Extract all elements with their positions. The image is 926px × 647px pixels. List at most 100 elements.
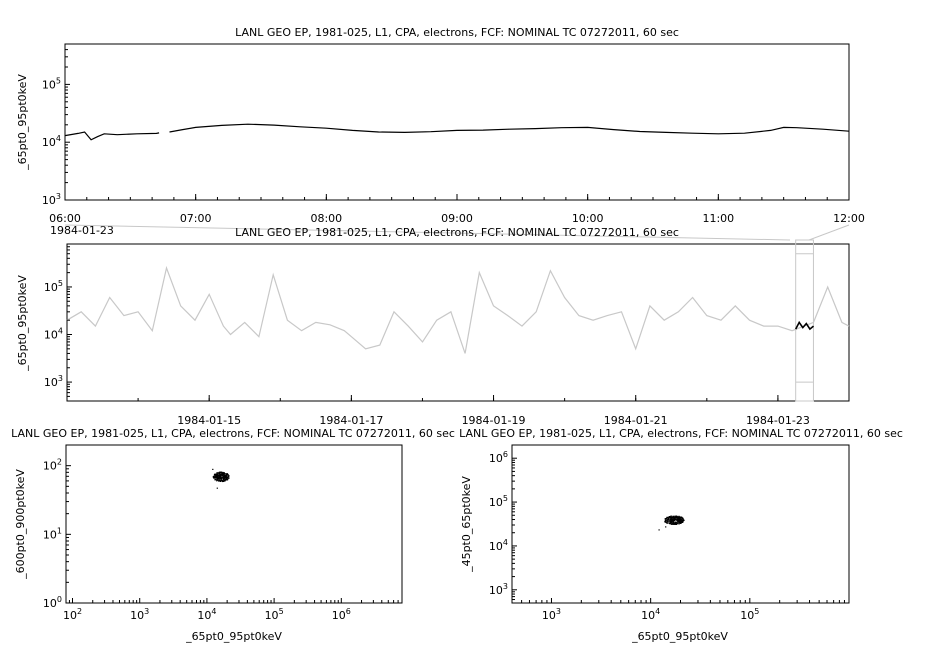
bottom-right-point — [675, 515, 677, 517]
bottom-left-ytick-label-base: 10 — [43, 597, 57, 610]
zoom-connector-right — [808, 224, 850, 241]
middle-series-line — [66, 265, 850, 354]
middle-xtick-label: 1984-01-17 — [319, 414, 383, 427]
bottom-left-ylabel: _600pt0_900pt0keV — [14, 469, 27, 580]
bottom-left-point — [218, 477, 220, 479]
top-ytick-label-base: 10 — [42, 136, 56, 149]
bottom-right-point — [677, 515, 679, 517]
bottom-left-point — [222, 480, 224, 483]
bottom-right-point — [679, 521, 681, 523]
bottom-left-point — [225, 475, 227, 477]
middle-series — [66, 239, 850, 402]
bottom-right-point — [669, 521, 671, 523]
bottom-right-point — [665, 518, 667, 520]
bottom-right-point — [672, 517, 674, 520]
bottom-right-ytick-label-exp: 4 — [503, 538, 508, 547]
bottom-right-ytick-label-base: 10 — [489, 540, 503, 553]
bottom-right-ytick-label-exp: 3 — [503, 582, 508, 591]
bottom-right-point — [671, 519, 673, 521]
top-xtick-label: 12:00 — [833, 212, 865, 225]
bottom-left-point — [225, 473, 227, 475]
bottom-right-points — [658, 515, 685, 531]
bottom-left-xlabel: _65pt0_95pt0keV — [185, 630, 282, 643]
bottom-left-title: LANL GEO EP, 1981-025, L1, CPA, electron… — [11, 427, 455, 440]
bottom-left-point — [223, 477, 226, 479]
bottom-right-point — [677, 519, 679, 521]
bottom-left-point — [227, 477, 229, 479]
bottom-right-ytick-label-exp: 5 — [503, 494, 508, 503]
bottom-left-point — [222, 473, 224, 475]
bottom-right-point — [680, 516, 682, 518]
bottom-left-point — [218, 480, 220, 482]
middle-xtick-label: 1984-01-21 — [604, 414, 668, 427]
top-date-label: 1984-01-23 — [50, 224, 114, 237]
bottom-left-point — [216, 476, 218, 478]
bottom-right-point — [671, 523, 673, 525]
bottom-right-point — [673, 523, 675, 525]
bottom-left-point — [217, 473, 219, 475]
bottom-left-point — [216, 474, 218, 476]
bottom-left-point — [218, 471, 220, 474]
zoom-connector-left — [64, 224, 791, 241]
bottom-left-point — [227, 473, 229, 476]
bottom-right-ytick-label: 105 — [489, 494, 508, 509]
bottom-left-point — [223, 477, 225, 479]
bottom-right-point — [678, 521, 680, 523]
bottom-left-point — [218, 479, 220, 481]
top-xtick-label: 10:00 — [572, 212, 604, 225]
bottom-left-ytick-label-base: 10 — [43, 528, 57, 541]
top-ytick-label-base: 10 — [42, 78, 56, 91]
bottom-left-ytick-label-exp: 2 — [57, 458, 62, 467]
bottom-right-point — [681, 521, 684, 523]
bottom-right-ylabel: _45pt0_65pt0keV — [460, 476, 473, 573]
bottom-left-points — [212, 468, 230, 489]
bottom-right-point — [667, 516, 669, 518]
bottom-left-ytick-label-base: 10 — [43, 460, 57, 473]
bottom-right-point — [665, 521, 667, 524]
bottom-right-point — [671, 516, 674, 518]
bottom-right-ytick-label: 103 — [489, 582, 508, 597]
top-plot-frame — [64, 43, 850, 201]
bottom-right-point — [678, 519, 680, 521]
bottom-left-point — [224, 480, 226, 482]
bottom-right-ytick-label: 106 — [489, 450, 508, 465]
bottom-left-xtick-label-exp: 4 — [211, 607, 216, 616]
bottom-right-point — [671, 521, 673, 523]
bottom-right-panel: LANL GEO EP, 1981-025, L1, CPA, electron… — [459, 427, 903, 643]
bottom-right-point — [672, 519, 674, 521]
bottom-left-point — [228, 477, 230, 479]
bottom-left-xtick-label: 106 — [332, 607, 351, 622]
bottom-left-point — [222, 476, 224, 478]
top-xtick-label: 11:00 — [702, 212, 734, 225]
bottom-left-point — [223, 473, 225, 475]
bottom-left-point — [217, 478, 219, 480]
bottom-left-point — [214, 478, 216, 480]
bottom-right-xtick-label: 105 — [740, 607, 759, 622]
bottom-right-point — [678, 523, 680, 525]
top-title: LANL GEO EP, 1981-025, L1, CPA, electron… — [235, 26, 679, 39]
middle-ytick-label-base: 10 — [44, 329, 58, 342]
top-ytick-label: 103 — [42, 192, 61, 207]
bottom-right-point — [680, 519, 682, 521]
bottom-right-point — [680, 520, 682, 522]
bottom-right-point — [679, 516, 681, 519]
bottom-left-point — [220, 478, 222, 481]
bottom-left-point — [223, 479, 225, 481]
bottom-left-point — [221, 474, 223, 476]
top-ytick-label: 105 — [42, 76, 61, 91]
bottom-left-point — [222, 479, 224, 481]
bottom-right-point — [674, 518, 677, 520]
bottom-right-xtick-label-base: 10 — [542, 609, 556, 622]
bottom-left-point — [215, 473, 218, 475]
bottom-right-point — [678, 518, 680, 520]
bottom-left-point — [221, 476, 223, 478]
bottom-right-xtick-label-base: 10 — [740, 609, 754, 622]
bottom-left-point — [220, 471, 223, 473]
bottom-left-point — [220, 477, 222, 479]
middle-highlight-box — [795, 239, 814, 402]
bottom-left-point — [215, 475, 217, 477]
